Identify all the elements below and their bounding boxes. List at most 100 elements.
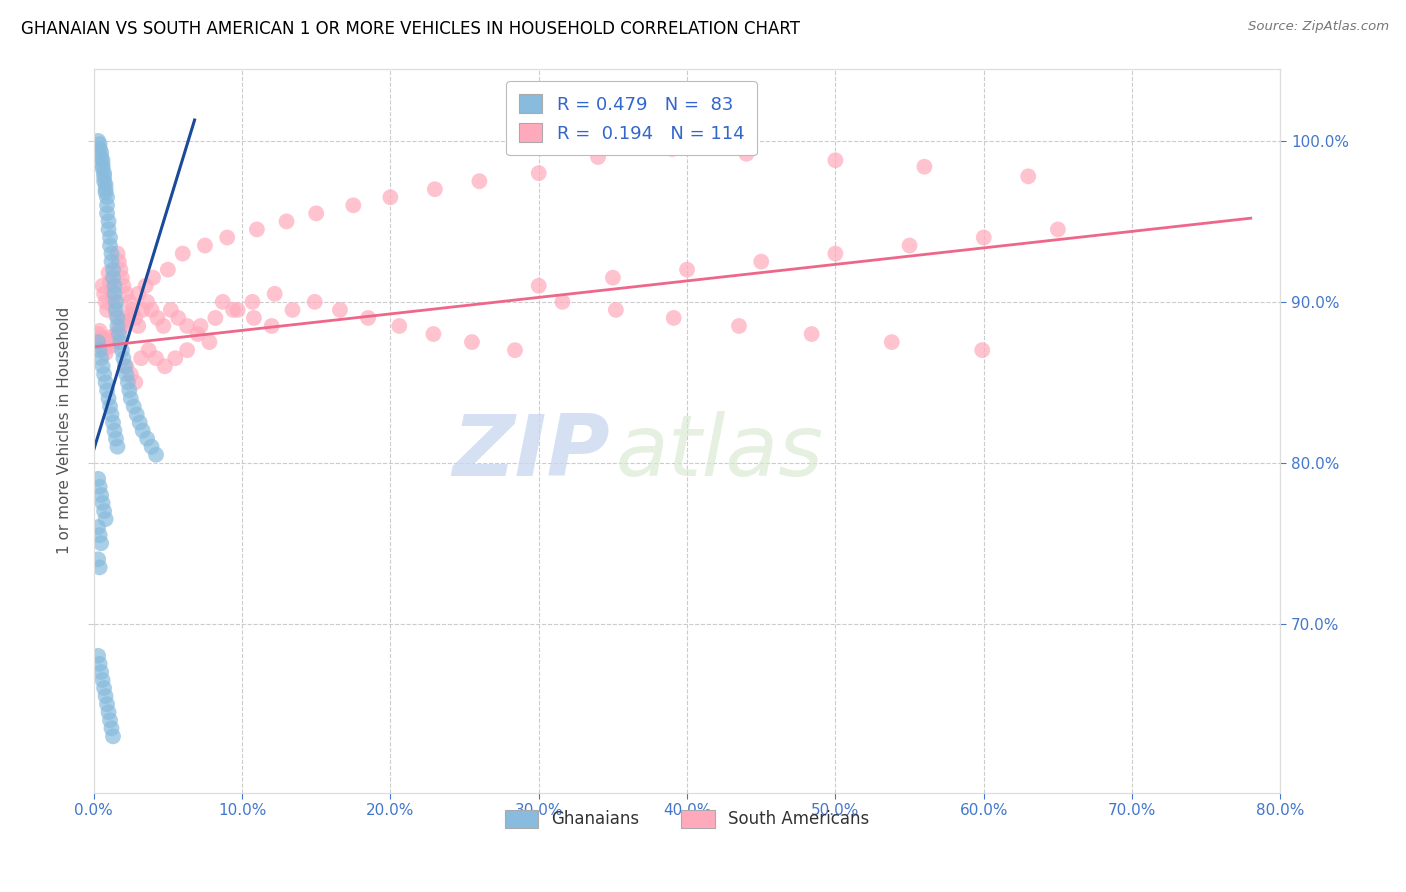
Point: [111, 270, 134, 285]
Point: [96, 190, 118, 204]
Point: [141, 440, 163, 454]
Point: [87, 334, 110, 349]
Point: [97, 392, 120, 406]
Point: [91, 153, 114, 168]
Point: [87, 648, 110, 663]
Point: [107, 330, 129, 344]
Point: [198, 334, 221, 349]
Point: [90, 351, 112, 366]
Point: [108, 324, 131, 338]
Point: [380, 190, 402, 204]
Point: [602, 270, 624, 285]
Point: [90, 488, 112, 502]
Point: [112, 278, 135, 293]
Point: [142, 270, 165, 285]
Point: [110, 262, 132, 277]
Point: [118, 384, 141, 398]
Point: [172, 246, 194, 260]
Point: [121, 302, 143, 317]
Point: [108, 326, 131, 341]
Point: [103, 334, 125, 348]
Point: [98, 276, 121, 290]
Point: [329, 302, 352, 317]
Point: [141, 302, 163, 317]
Point: [357, 310, 380, 325]
Point: [127, 286, 149, 301]
Point: [90, 536, 112, 550]
Point: [89, 480, 111, 494]
Point: [586, 150, 609, 164]
Point: [176, 343, 198, 358]
Point: [160, 302, 183, 317]
Point: [127, 318, 149, 333]
Point: [115, 368, 138, 382]
Point: [97, 214, 120, 228]
Point: [91, 673, 114, 687]
Point: [124, 376, 146, 390]
Point: [138, 343, 160, 358]
Point: [190, 318, 212, 333]
Point: [243, 310, 266, 325]
Point: [96, 206, 118, 220]
Point: [305, 206, 328, 220]
Point: [423, 182, 446, 196]
Point: [304, 294, 326, 309]
Point: [104, 432, 127, 446]
Point: [187, 326, 209, 341]
Point: [194, 238, 217, 252]
Point: [101, 270, 124, 285]
Point: [880, 334, 903, 349]
Point: [93, 169, 115, 184]
Point: [96, 697, 118, 711]
Point: [87, 134, 110, 148]
Point: [107, 440, 129, 454]
Point: [104, 302, 127, 317]
Point: [89, 324, 111, 338]
Point: [246, 222, 269, 236]
Point: [898, 238, 921, 252]
Point: [824, 153, 846, 168]
Text: atlas: atlas: [616, 411, 824, 494]
Point: [342, 198, 364, 212]
Point: [111, 314, 134, 328]
Point: [110, 318, 132, 333]
Point: [91, 161, 114, 176]
Point: [96, 198, 118, 212]
Legend: Ghanaians, South Americans: Ghanaians, South Americans: [498, 803, 876, 835]
Point: [676, 262, 699, 277]
Point: [100, 254, 122, 268]
Point: [128, 416, 150, 430]
Point: [145, 351, 167, 366]
Point: [204, 310, 226, 325]
Point: [90, 665, 112, 679]
Point: [1046, 222, 1069, 236]
Point: [103, 286, 125, 301]
Point: [100, 334, 122, 348]
Point: [211, 294, 233, 309]
Point: [101, 729, 124, 743]
Text: Source: ZipAtlas.com: Source: ZipAtlas.com: [1249, 20, 1389, 33]
Point: [104, 294, 127, 309]
Point: [112, 318, 135, 333]
Point: [93, 286, 115, 301]
Point: [122, 400, 145, 414]
Point: [468, 174, 491, 188]
Point: [93, 504, 115, 518]
Point: [107, 246, 129, 260]
Text: ZIP: ZIP: [453, 411, 610, 494]
Point: [96, 340, 118, 354]
Point: [87, 472, 110, 486]
Point: [136, 294, 159, 309]
Point: [114, 314, 136, 328]
Point: [527, 278, 550, 293]
Point: [107, 310, 129, 325]
Point: [388, 318, 411, 333]
Point: [94, 376, 117, 390]
Point: [1017, 169, 1039, 184]
Point: [156, 262, 179, 277]
Point: [103, 278, 125, 293]
Point: [461, 334, 484, 349]
Point: [91, 496, 114, 510]
Point: [153, 359, 176, 374]
Point: [98, 238, 121, 252]
